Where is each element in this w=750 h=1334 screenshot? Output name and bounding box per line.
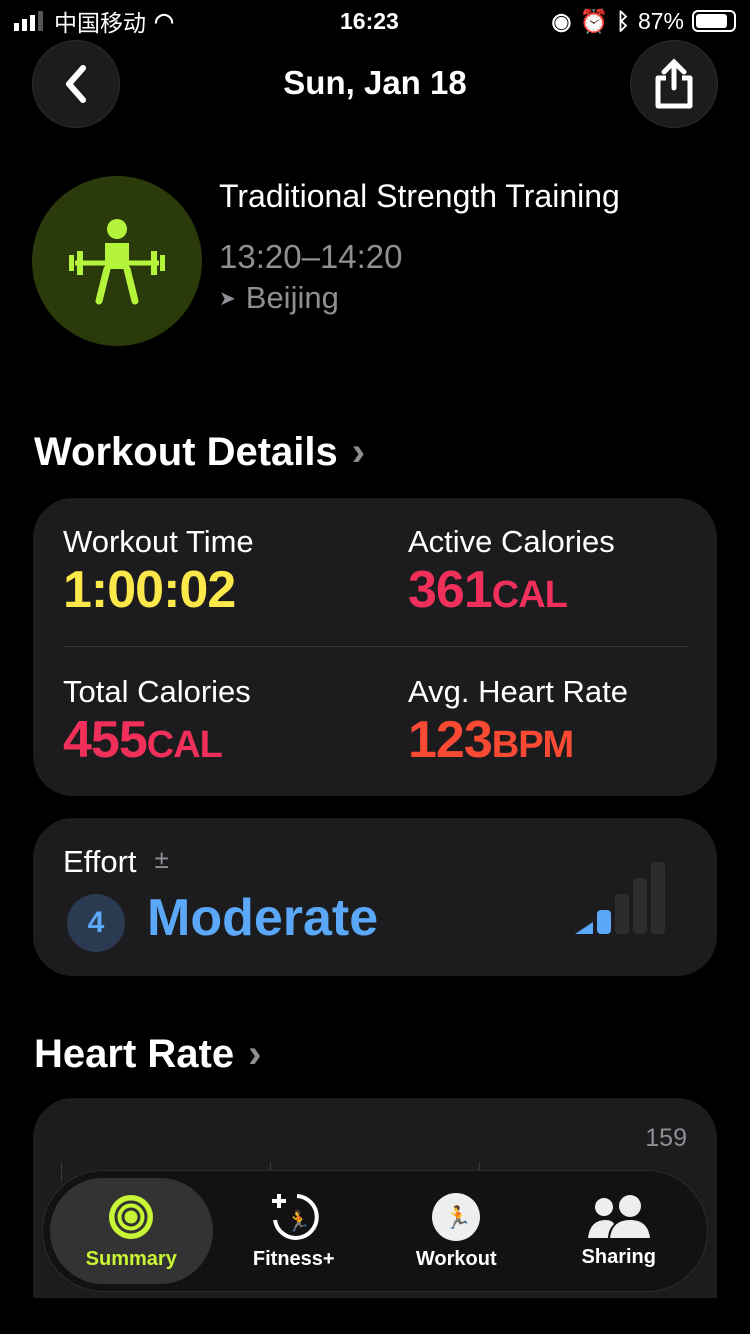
- tab-summary[interactable]: Summary: [50, 1178, 213, 1284]
- heart-rate-link[interactable]: Heart Rate ›: [34, 1032, 261, 1077]
- gridline: [61, 1162, 62, 1182]
- metric-value: 123: [408, 711, 493, 769]
- total-calories-metric: Total Calories 455CAL: [63, 674, 251, 770]
- effort-card[interactable]: Effort ± 4 Moderate: [33, 818, 717, 976]
- workout-location: ➤ Beijing: [219, 280, 339, 316]
- metric-label: Avg. Heart Rate: [408, 674, 628, 709]
- divider: [63, 646, 687, 647]
- chevron-right-icon: ›: [351, 430, 366, 474]
- tab-label: Workout: [415, 1247, 497, 1270]
- clock: 16:23: [340, 7, 399, 34]
- tab-label: Summary: [85, 1247, 177, 1270]
- share-icon: [655, 58, 693, 109]
- metric-value: 455: [63, 711, 148, 769]
- effort-text: Moderate: [147, 889, 379, 947]
- tab-sharing[interactable]: Sharing: [538, 1178, 701, 1284]
- metric-label: Active Calories: [408, 524, 615, 559]
- workout-time-metric: Workout Time 1:00:02: [63, 524, 254, 620]
- tab-bar: Summary 🏃 Fitness+ 🏃 Workout Sharing: [42, 1170, 708, 1292]
- alarm-icon: ⏰: [579, 7, 609, 34]
- bluetooth-icon: ᛒ: [616, 7, 630, 34]
- svg-text:🏃: 🏃: [286, 1209, 311, 1233]
- back-button[interactable]: [32, 40, 120, 128]
- chevron-right-icon: ›: [248, 1032, 262, 1076]
- metric-label: Workout Time: [63, 524, 254, 559]
- tab-fitness-plus[interactable]: 🏃 Fitness+: [213, 1178, 376, 1284]
- metric-unit: CAL: [146, 724, 223, 766]
- section-title: Heart Rate: [34, 1032, 235, 1076]
- tab-label: Fitness+: [252, 1247, 335, 1270]
- orientation-lock-icon: ◉: [551, 7, 572, 34]
- active-calories-metric: Active Calories 361CAL: [408, 524, 615, 620]
- effort-level-badge: 4: [67, 894, 125, 952]
- metric-unit: CAL: [491, 574, 568, 616]
- metric-label: Total Calories: [63, 674, 251, 709]
- metric-value: 361: [408, 561, 493, 619]
- adjust-icon[interactable]: ±: [154, 844, 169, 874]
- signal-icon: [14, 11, 43, 31]
- page-title: Sun, Jan 18: [283, 64, 467, 101]
- effort-label-row: Effort ±: [63, 844, 169, 880]
- wifi-icon: ◠: [154, 7, 175, 34]
- location-arrow-icon: ➤: [219, 287, 236, 310]
- avg-heart-rate-metric: Avg. Heart Rate 123BPM: [408, 674, 628, 770]
- workout-time-range: 13:20–14:20: [219, 238, 403, 275]
- people-icon: [587, 1194, 650, 1238]
- tab-workout[interactable]: 🏃 Workout: [375, 1178, 538, 1284]
- battery-percent: 87%: [637, 7, 684, 34]
- running-icon: 🏃: [432, 1192, 481, 1241]
- carrier: 中国移动: [54, 10, 146, 36]
- heart-rate-max-label: 159: [645, 1124, 687, 1152]
- chevron-left-icon: [66, 65, 86, 103]
- svg-text:🏃: 🏃: [444, 1205, 471, 1230]
- section-title: Workout Details: [34, 430, 338, 474]
- strength-training-icon: [69, 219, 165, 305]
- workout-type-badge: [32, 176, 202, 346]
- metric-unit: BPM: [491, 724, 574, 766]
- status-left: 中国移动 ◠: [14, 6, 174, 36]
- workout-details-card[interactable]: Workout Time 1:00:02 Active Calories 361…: [33, 498, 717, 796]
- activity-rings-icon: [109, 1194, 154, 1239]
- location-text: Beijing: [245, 280, 339, 315]
- metric-value: 1:00:02: [63, 561, 236, 619]
- workout-name: Traditional Strength Training: [219, 178, 620, 214]
- status-right: ◉ ⏰ ᛒ 87%: [551, 6, 736, 36]
- tab-label: Sharing: [581, 1245, 656, 1268]
- fitness-plus-icon: 🏃: [271, 1193, 319, 1240]
- share-button[interactable]: [630, 40, 718, 128]
- effort-bars-icon: [575, 862, 665, 934]
- workout-details-link[interactable]: Workout Details ›: [34, 430, 365, 475]
- battery-icon: [692, 10, 736, 32]
- effort-label: Effort: [63, 844, 137, 879]
